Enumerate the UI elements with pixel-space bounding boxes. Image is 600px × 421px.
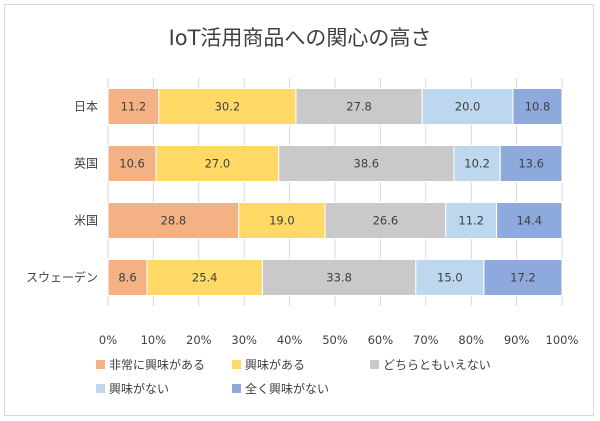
tick-label: 80%: [458, 333, 484, 347]
bar-segment: [146, 259, 263, 296]
bar-segment: [107, 145, 157, 182]
data-label: 33.8: [326, 271, 352, 285]
data-label: 26.6: [373, 214, 399, 228]
tick-label: 0%: [99, 333, 117, 347]
legend-swatch: [232, 384, 241, 393]
legend-label: 非常に興味がある: [109, 357, 205, 372]
category-label: スウェーデン: [26, 270, 98, 285]
tick-label: 60%: [368, 333, 394, 347]
tick-label: 100%: [546, 333, 579, 347]
data-label: 14.4: [517, 214, 543, 228]
data-label: 11.2: [121, 100, 147, 114]
data-label: 13.6: [518, 157, 544, 171]
bar-segment: [158, 88, 297, 125]
category-label: 米国: [74, 214, 98, 228]
bar-segment: [107, 88, 160, 125]
bar-segment: [107, 202, 240, 239]
tick-label: 90%: [504, 333, 530, 347]
data-label: 17.2: [510, 271, 536, 285]
category-label: 英国: [74, 157, 98, 171]
data-label: 15.0: [437, 271, 463, 285]
bar-segment: [155, 145, 280, 182]
tick-label: 50%: [322, 333, 348, 347]
tick-label: 30%: [231, 333, 257, 347]
legend-label: どちらともいえない: [383, 358, 491, 372]
data-label: 10.6: [119, 157, 145, 171]
tick-label: 40%: [277, 333, 303, 347]
category-label: 日本: [74, 100, 98, 114]
bar-segment: [295, 88, 423, 125]
data-label: 27.0: [205, 157, 231, 171]
tick-label: 10%: [141, 333, 167, 347]
bar-segment: [324, 202, 447, 239]
legend-swatch: [96, 384, 105, 393]
tick-label: 70%: [413, 333, 439, 347]
bar-segment: [261, 259, 417, 296]
data-label: 19.0: [269, 214, 295, 228]
legend-swatch: [96, 360, 105, 369]
value-axis: 0% 10% 20% 30% 40% 50% 60% 70% 80% 90% 100%: [99, 333, 579, 347]
bar-segment: [496, 202, 563, 239]
bar-segment: [499, 145, 563, 182]
bar-segment: [483, 259, 563, 296]
bar-segment: [453, 145, 501, 182]
data-label: 10.2: [464, 157, 490, 171]
data-label: 30.2: [215, 100, 241, 114]
bar-segment: [278, 145, 455, 182]
legend-swatch: [232, 360, 241, 369]
data-label: 27.8: [346, 100, 372, 114]
bar-segment: [445, 202, 498, 239]
chart-title: IoT活用商品への関心の高さ: [169, 26, 432, 50]
data-label: 28.8: [161, 214, 187, 228]
bar-segment: [512, 88, 563, 125]
data-label: 8.6: [118, 271, 136, 285]
bar-segment: [238, 202, 326, 239]
legend-label: 興味がない: [109, 381, 169, 396]
data-label: 20.0: [455, 100, 481, 114]
data-label: 11.2: [458, 214, 484, 228]
bar-area: 11.2 30.2 27.8 20.0 10.8 10.6 27.0 38.6 10.2 13.6…: [107, 88, 563, 296]
legend-label: 興味がある: [245, 357, 305, 372]
legend-label: 全く興味がない: [245, 381, 329, 396]
legend-swatch: [370, 360, 379, 369]
data-label: 25.4: [192, 271, 218, 285]
data-label: 38.6: [354, 157, 380, 171]
bar-segment: [421, 88, 514, 125]
data-label: 10.8: [525, 100, 551, 114]
tick-label: 20%: [186, 333, 212, 347]
